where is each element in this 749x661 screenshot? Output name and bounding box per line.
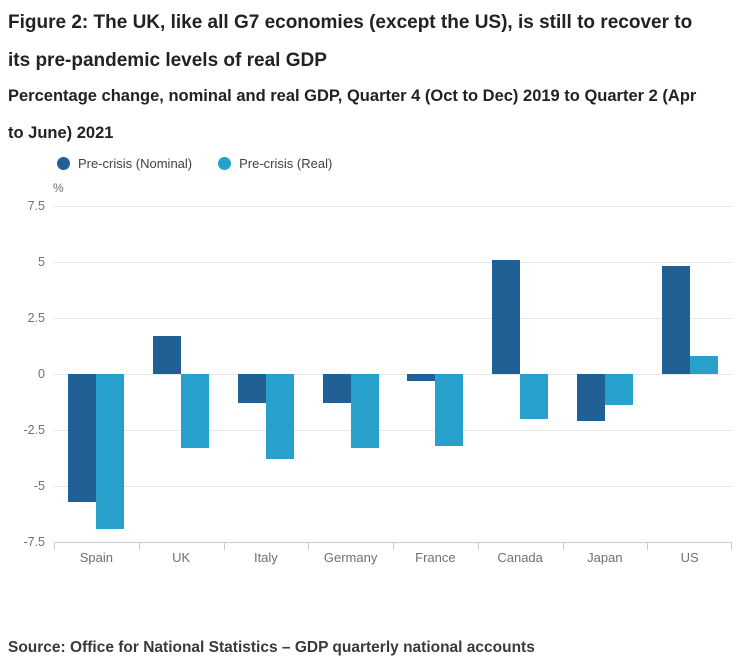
bar-japan-nominal[interactable] bbox=[576, 374, 605, 422]
y-axis-tick-label: 7.5 bbox=[27, 198, 45, 213]
bar-japan-real[interactable] bbox=[604, 374, 633, 406]
gridline bbox=[54, 261, 732, 263]
gridline bbox=[54, 485, 732, 487]
bar-uk-nominal[interactable] bbox=[153, 335, 182, 374]
y-axis-unit-label: % bbox=[53, 181, 64, 195]
x-axis-tick bbox=[54, 542, 55, 550]
x-axis-tick bbox=[308, 542, 310, 550]
bar-germany-nominal[interactable] bbox=[322, 374, 351, 404]
x-axis-tick bbox=[223, 542, 225, 550]
gridline bbox=[54, 205, 732, 207]
y-axis-tick-label: 2.5 bbox=[27, 310, 45, 325]
bar-spain-nominal[interactable] bbox=[68, 374, 97, 502]
bar-spain-real[interactable] bbox=[96, 374, 125, 529]
plot-area bbox=[54, 205, 732, 550]
figure-subtitle: Percentage change, nominal and real GDP,… bbox=[8, 87, 697, 142]
figure-title: Figure 2: The UK, like all G7 economies … bbox=[8, 12, 693, 71]
gridline bbox=[54, 317, 732, 319]
legend-label-real: Pre-crisis (Real) bbox=[239, 156, 333, 171]
x-axis-label-us: US bbox=[680, 550, 699, 565]
y-axis-tick-label: -2.5 bbox=[23, 422, 45, 437]
y-axis-labels: 7.5 5 2.5 0 -2.5 -5 -7.5 bbox=[0, 199, 45, 549]
y-axis-tick-label: -7.5 bbox=[23, 534, 45, 549]
x-axis-label-canada: Canada bbox=[497, 550, 543, 565]
gridline bbox=[54, 373, 732, 375]
x-axis-tick bbox=[477, 542, 479, 550]
x-axis-tick bbox=[731, 542, 732, 550]
bar-canada-real[interactable] bbox=[520, 374, 549, 419]
gridline bbox=[54, 429, 732, 431]
bar-canada-nominal[interactable] bbox=[492, 259, 521, 374]
source-note: Source: Office for National Statistics –… bbox=[8, 639, 535, 656]
bar-uk-real[interactable] bbox=[181, 374, 210, 448]
x-axis-label-japan: Japan bbox=[587, 550, 623, 565]
bar-italy-nominal[interactable] bbox=[237, 374, 266, 404]
y-axis-tick-label: 0 bbox=[38, 366, 45, 381]
x-axis-tick bbox=[138, 542, 140, 550]
x-axis-label-germany: Germany bbox=[323, 550, 378, 565]
x-axis-label-france: France bbox=[415, 550, 456, 565]
x-axis-labels: Spain UK Italy Germany France Canada Japan US bbox=[54, 550, 732, 565]
x-axis-label-italy: Italy bbox=[253, 550, 278, 565]
legend-swatch-real bbox=[218, 157, 232, 170]
y-axis-tick-label: 5 bbox=[38, 254, 45, 269]
chart-legend: Pre-crisis (Nominal) Pre-crisis (Real) bbox=[57, 156, 332, 171]
x-axis-tick bbox=[647, 542, 649, 550]
x-axis-label-uk: UK bbox=[172, 550, 191, 565]
legend-item-nominal[interactable]: Pre-crisis (Nominal) bbox=[57, 156, 192, 171]
x-axis-label-spain: Spain bbox=[79, 550, 113, 565]
bar-italy-real[interactable] bbox=[265, 374, 294, 460]
bar-us-real[interactable] bbox=[689, 356, 718, 374]
legend-swatch-nominal bbox=[57, 157, 70, 170]
x-axis-tick bbox=[562, 542, 564, 550]
legend-item-real[interactable]: Pre-crisis (Real) bbox=[218, 156, 332, 171]
x-axis-tick bbox=[393, 542, 394, 550]
bar-germany-real[interactable] bbox=[350, 374, 379, 448]
bar-us-nominal[interactable] bbox=[661, 266, 690, 374]
bar-france-nominal[interactable] bbox=[407, 374, 436, 381]
y-axis-tick-label: -5 bbox=[33, 478, 45, 493]
legend-label-nominal: Pre-crisis (Nominal) bbox=[78, 156, 193, 171]
bar-france-real[interactable] bbox=[435, 374, 464, 446]
